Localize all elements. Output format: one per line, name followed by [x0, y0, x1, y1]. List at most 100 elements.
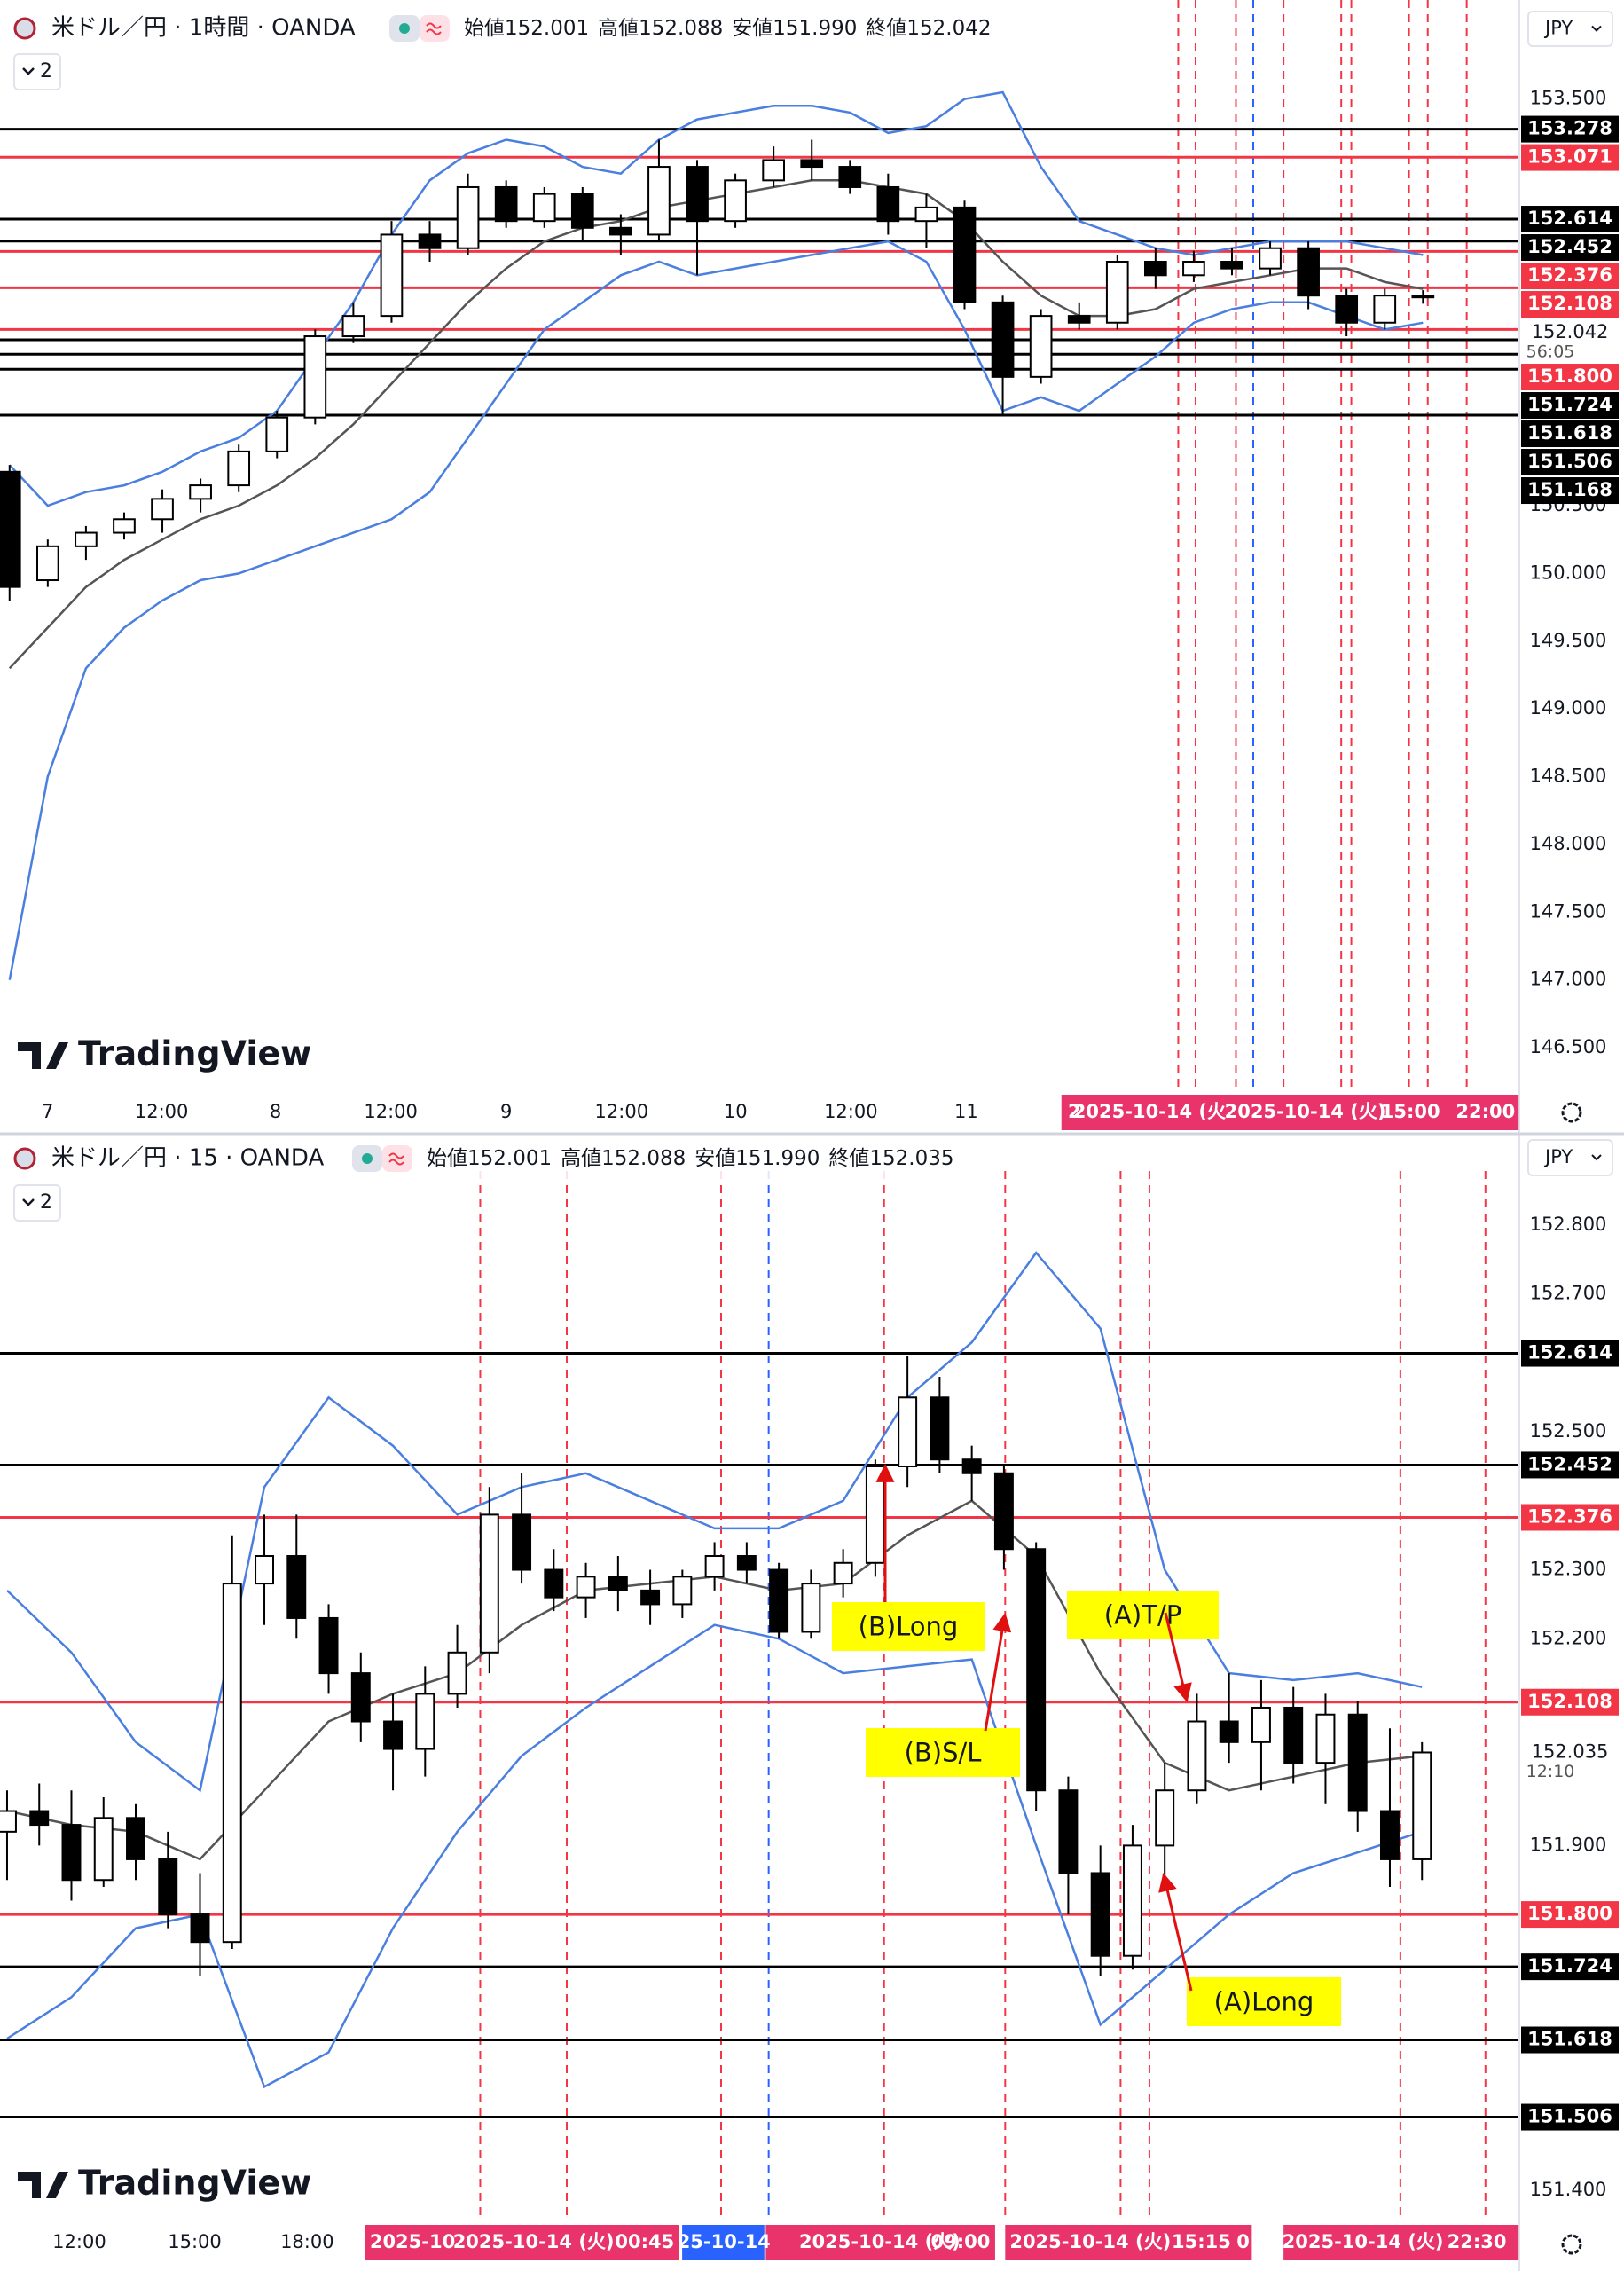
candle-body [1067, 315, 1091, 324]
candle-body [736, 1555, 757, 1571]
annotation-label: (A)Long [1214, 1987, 1314, 2017]
arrow [1158, 1872, 1193, 1992]
price-level-tag [1521, 1451, 1619, 1479]
y-tick-label: 152.700 [1530, 1283, 1607, 1304]
y-tick-label: 150.000 [1530, 562, 1607, 583]
ohlc-label: 終値 [866, 17, 906, 40]
ohlc-value: 152.001 [467, 1147, 552, 1170]
candle-body [303, 335, 327, 419]
marker-time-label: 2025-10-14 (火) [799, 2231, 961, 2252]
time-axis-highlight [682, 2225, 765, 2260]
x-tick-label: 10 [724, 1101, 748, 1122]
status-wave [388, 1152, 404, 1166]
x-tick-label: 18:00 [280, 2231, 334, 2252]
candle-body [1380, 1810, 1400, 1860]
ohlc-label: 安値 [732, 17, 773, 40]
annotation-box [1067, 1591, 1219, 1639]
price-level-label: 151.724 [1527, 1955, 1612, 1976]
price-level-label: 151.506 [1527, 2106, 1612, 2127]
ohlc-label: 高値 [561, 1147, 601, 1170]
symbol-title: 米ドル／円 · 15 · OANDA [51, 1145, 324, 1172]
price-level-label: 151.618 [1527, 2029, 1612, 2050]
price-level-label: 151.618 [1527, 422, 1612, 444]
time-axis-highlight [765, 2225, 995, 2260]
candle-body [1412, 1751, 1432, 1860]
price-level-tag [1521, 477, 1619, 505]
price-level-label: 152.452 [1527, 1453, 1612, 1474]
candle-body [1090, 1872, 1110, 1957]
x-tick-label: 8 [270, 1101, 281, 1122]
marker-time-label: 22:30 [1447, 2231, 1507, 2252]
price-level-tag [1521, 1953, 1619, 1981]
candle-body [265, 416, 289, 452]
y-tick-label: 147.500 [1530, 900, 1607, 922]
candle-body [1373, 295, 1397, 324]
time-axis-highlight [365, 2225, 679, 2260]
indicator-toggle[interactable] [13, 53, 61, 90]
candle-body [189, 484, 212, 500]
y-tick-label: 148.000 [1530, 833, 1607, 854]
candle-body [640, 1589, 661, 1606]
y-tick-label: 152.800 [1530, 1214, 1607, 1235]
marker-time-label: 15:15 [1172, 2231, 1231, 2252]
status-wave [426, 22, 442, 35]
marker-time-label: 09:00 [930, 2231, 990, 2252]
indicator-count: 2 [40, 60, 52, 83]
candle-body [1347, 1713, 1368, 1812]
price-level-tag [1521, 420, 1619, 448]
x-tick-label: 9 [500, 1101, 512, 1122]
bollinger-upper [8, 90, 1424, 507]
candle-body [544, 1568, 564, 1599]
candle-body [447, 1651, 467, 1695]
candle-body [704, 1555, 725, 1578]
currency-select[interactable] [1527, 1139, 1613, 1176]
candle-body [1058, 1789, 1079, 1874]
candle-body [801, 1583, 821, 1633]
candle-body [456, 185, 480, 249]
annotation-label: (A)T/P [1104, 1600, 1181, 1631]
price-level-tag [1521, 364, 1619, 391]
price-level-tag [1521, 291, 1619, 318]
candle-body [576, 1576, 596, 1599]
candle-body [380, 233, 404, 318]
candle-body [1187, 1720, 1207, 1792]
x-tick-label: 7 [42, 1101, 53, 1122]
candle-body [318, 1616, 339, 1675]
currency-select[interactable] [1527, 11, 1613, 47]
candle-body [1182, 261, 1205, 277]
bar-countdown: 12:10 [1526, 1762, 1575, 1781]
candle-body [914, 206, 938, 223]
candle-body [865, 1465, 885, 1564]
settings-gear[interactable] [1561, 1102, 1582, 1123]
settings-gear[interactable] [1561, 2234, 1582, 2255]
candle-body [494, 185, 518, 223]
marker-time-label: 00:45 [615, 2231, 674, 2252]
candle-body [1220, 261, 1243, 270]
ohlc-value: 152.042 [906, 17, 991, 40]
candle-body [61, 1824, 82, 1882]
candle-body [222, 1583, 242, 1944]
bollinger-lower [6, 1623, 1423, 2089]
price-level-label: 152.376 [1527, 264, 1612, 286]
time-axis-highlight [1283, 2225, 1519, 2260]
y-tick-label: 152.200 [1530, 1627, 1607, 1648]
price-level-tag [1521, 1504, 1619, 1531]
price-level-label: 151.168 [1527, 479, 1612, 500]
indicator-toggle[interactable] [13, 1184, 61, 1222]
ohlc-label: 始値 [464, 17, 505, 40]
candle-body [1251, 1706, 1271, 1743]
marker-time-label: 2025-10-14 (火) [453, 2231, 615, 2252]
candle-body [151, 498, 174, 521]
ohlc-readout: 始値152.001 高値152.088 安値151.990 終値152.035 [427, 1147, 954, 1170]
candle-body [1283, 1706, 1304, 1764]
bollinger-lower [8, 240, 1424, 980]
candle-body [930, 1396, 950, 1461]
time-axis-highlight [1061, 1095, 1519, 1130]
logo-icon [18, 1042, 68, 1069]
candle-body [1029, 315, 1053, 378]
candle-body [29, 1810, 50, 1827]
price-level-label: 152.108 [1527, 1691, 1612, 1712]
ohlc-value: 152.088 [601, 1147, 686, 1170]
marker-time-label: 22:00 [1455, 1101, 1515, 1122]
watermark: TradingView [78, 1034, 311, 1073]
